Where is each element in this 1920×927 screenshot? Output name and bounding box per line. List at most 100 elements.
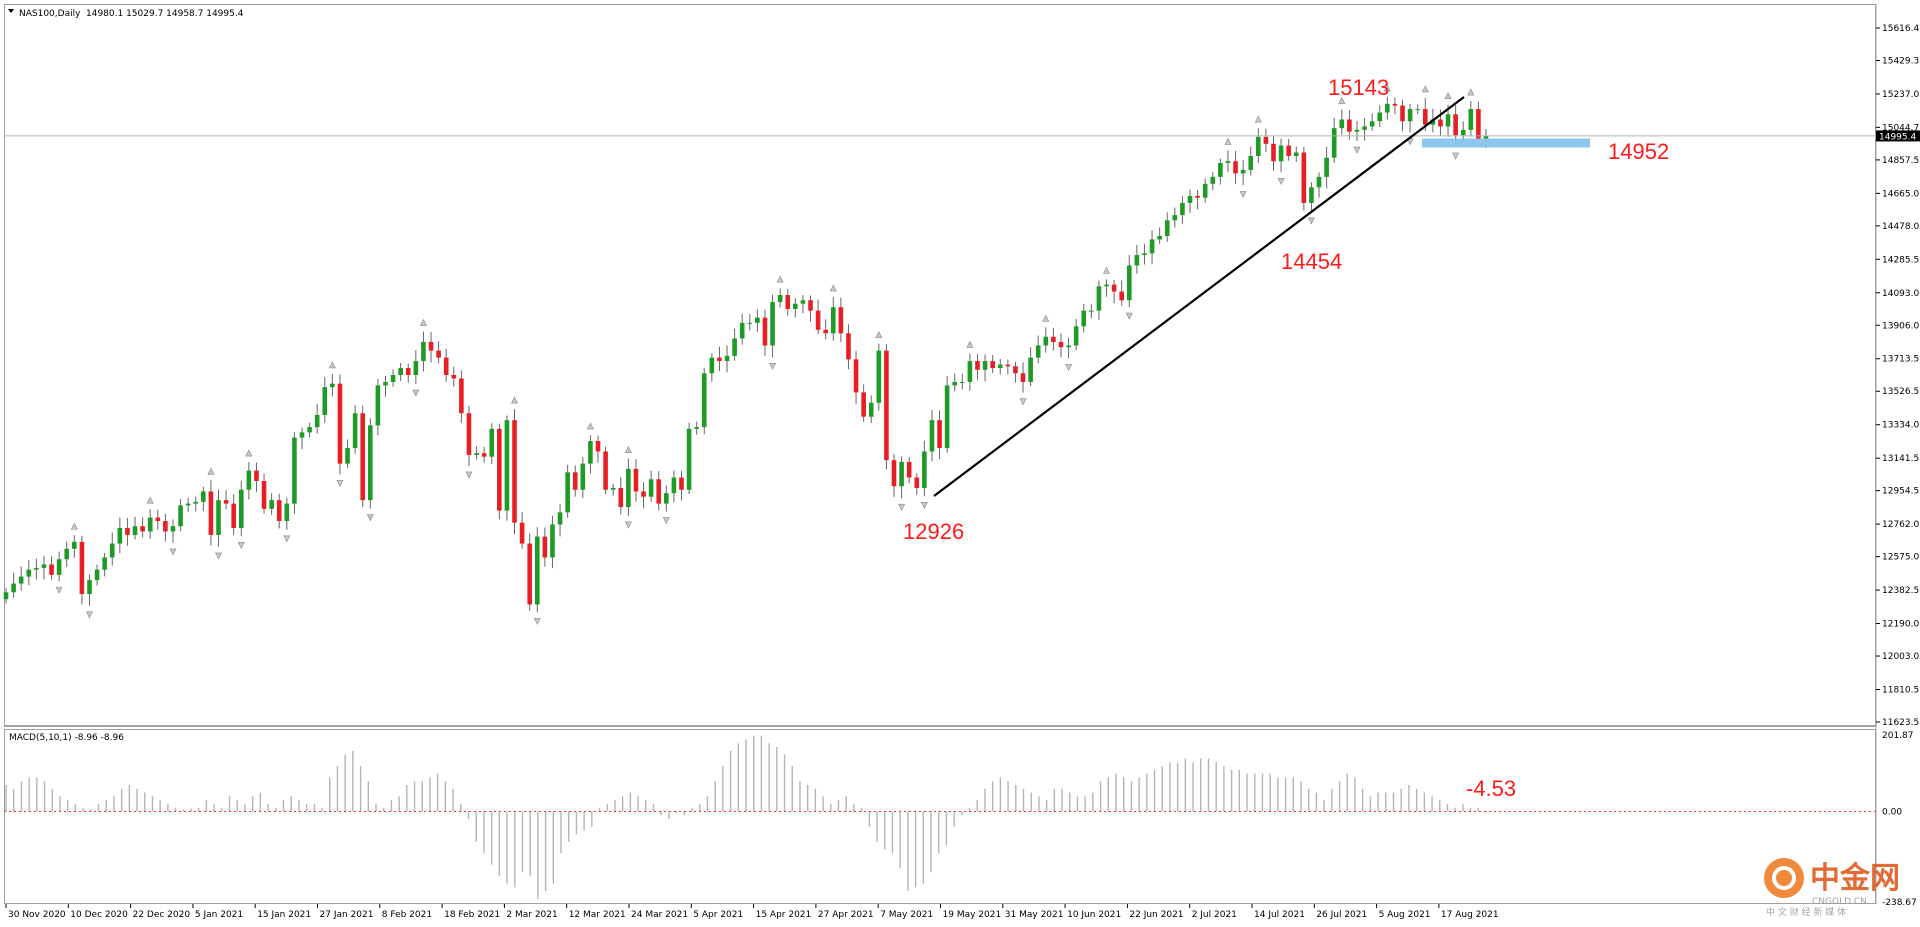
candle [830, 297, 836, 341]
candle [26, 559, 32, 586]
candle [1005, 359, 1011, 375]
fractal-down-icon [898, 503, 906, 511]
candle [679, 470, 684, 501]
price-pane-frame [4, 4, 1876, 727]
candle [314, 404, 320, 434]
candle [565, 464, 570, 518]
annotation-macd-value: -4.53 [1466, 776, 1516, 801]
candle [747, 313, 753, 331]
fractal-up-icon [586, 422, 594, 430]
candle [87, 574, 92, 606]
candle [1407, 103, 1413, 133]
ohlc-label: 14980.1 15029.7 14958.7 14995.4 [86, 9, 244, 19]
date-tick-label: 30 Nov 2020 [8, 910, 66, 920]
watermark-logo-icon [1764, 858, 1804, 898]
candle [550, 515, 555, 569]
price-tick-label: 12954.5 [1882, 487, 1919, 497]
date-tick-label: 10 Dec 2020 [70, 910, 128, 920]
date-tick-label: 5 Aug 2021 [1379, 910, 1431, 920]
candle [216, 489, 221, 547]
candle [717, 346, 722, 371]
candle [1134, 244, 1140, 274]
price-tick-label: 12575.0 [1882, 553, 1919, 563]
macd-tick-label: 0.00 [1882, 808, 1902, 818]
fractal-down-icon [283, 535, 291, 543]
annotation-14454: 14454 [1281, 249, 1342, 274]
date-tick-label: 10 Jun 2021 [1067, 910, 1121, 920]
candle [937, 410, 942, 460]
watermark: 中金网 CNGOLD.CN 中 文 财 经 新 媒 体 [1764, 858, 1900, 918]
price-tick-label: 13526.5 [1882, 387, 1919, 397]
candle [1126, 254, 1132, 308]
candle [41, 555, 47, 580]
candle [170, 519, 176, 543]
fractal-down-icon [336, 480, 344, 488]
candle [512, 409, 517, 535]
candle [982, 354, 988, 382]
candle [1385, 97, 1390, 120]
fractal-down-icon [55, 586, 63, 594]
candle [94, 564, 100, 586]
candle [626, 458, 631, 516]
candle [466, 405, 472, 466]
fractal-up-icon [1103, 266, 1110, 274]
candle [1316, 172, 1322, 198]
candle [1180, 195, 1185, 224]
candle [1035, 335, 1041, 364]
fractal-down-icon [533, 617, 541, 625]
date-tick-label: 5 Apr 2021 [693, 910, 743, 920]
fractal-up-icon [245, 449, 253, 457]
collapse-triangle-icon[interactable] [8, 9, 14, 13]
price-tick-label: 14665.0 [1882, 189, 1919, 199]
price-tick-label: 14478.0 [1882, 222, 1919, 232]
candle [960, 373, 965, 390]
candle [269, 493, 274, 515]
candle [436, 341, 441, 363]
candle [846, 324, 851, 370]
price-tick-label: 12382.5 [1882, 586, 1919, 596]
candle [360, 405, 366, 508]
candle [1218, 158, 1223, 185]
price-tick-label: 14093.0 [1882, 289, 1919, 299]
candle [739, 313, 745, 345]
candle [231, 494, 236, 535]
candle [686, 422, 692, 495]
price-tick-label: 12762.0 [1882, 520, 1919, 530]
candle [284, 497, 290, 530]
candle [952, 373, 958, 392]
candle [1278, 138, 1284, 173]
candle [147, 509, 153, 539]
candle [352, 405, 358, 454]
fractal-up-icon [829, 284, 837, 292]
candle [102, 552, 107, 577]
candle [223, 490, 229, 510]
candle [1202, 178, 1208, 203]
fractal-down-icon [1125, 312, 1133, 320]
date-tick-label: 15 Jan 2021 [257, 910, 311, 920]
candle [132, 516, 138, 540]
price-tick-label: 15429.3 [1882, 57, 1919, 67]
candle [497, 423, 502, 520]
candle [603, 446, 608, 495]
annotation-12926: 12926 [903, 519, 964, 544]
candle [390, 369, 396, 387]
fractal-down-icon [237, 541, 245, 549]
candle [914, 473, 920, 495]
candle [345, 439, 350, 468]
candle [1195, 190, 1200, 210]
candle [49, 556, 54, 580]
candle [117, 517, 123, 554]
candle [762, 309, 768, 356]
candle [808, 295, 813, 322]
candle [193, 496, 199, 512]
candle [732, 328, 737, 361]
symbol-label: NAS100,Daily [19, 9, 81, 19]
macd-pane-frame [4, 729, 1876, 904]
candle [876, 343, 882, 411]
fractal-down-icon [215, 552, 222, 560]
candle [755, 309, 760, 332]
fractal-up-icon [70, 522, 78, 530]
candle [1293, 146, 1299, 163]
candle [1020, 362, 1026, 393]
